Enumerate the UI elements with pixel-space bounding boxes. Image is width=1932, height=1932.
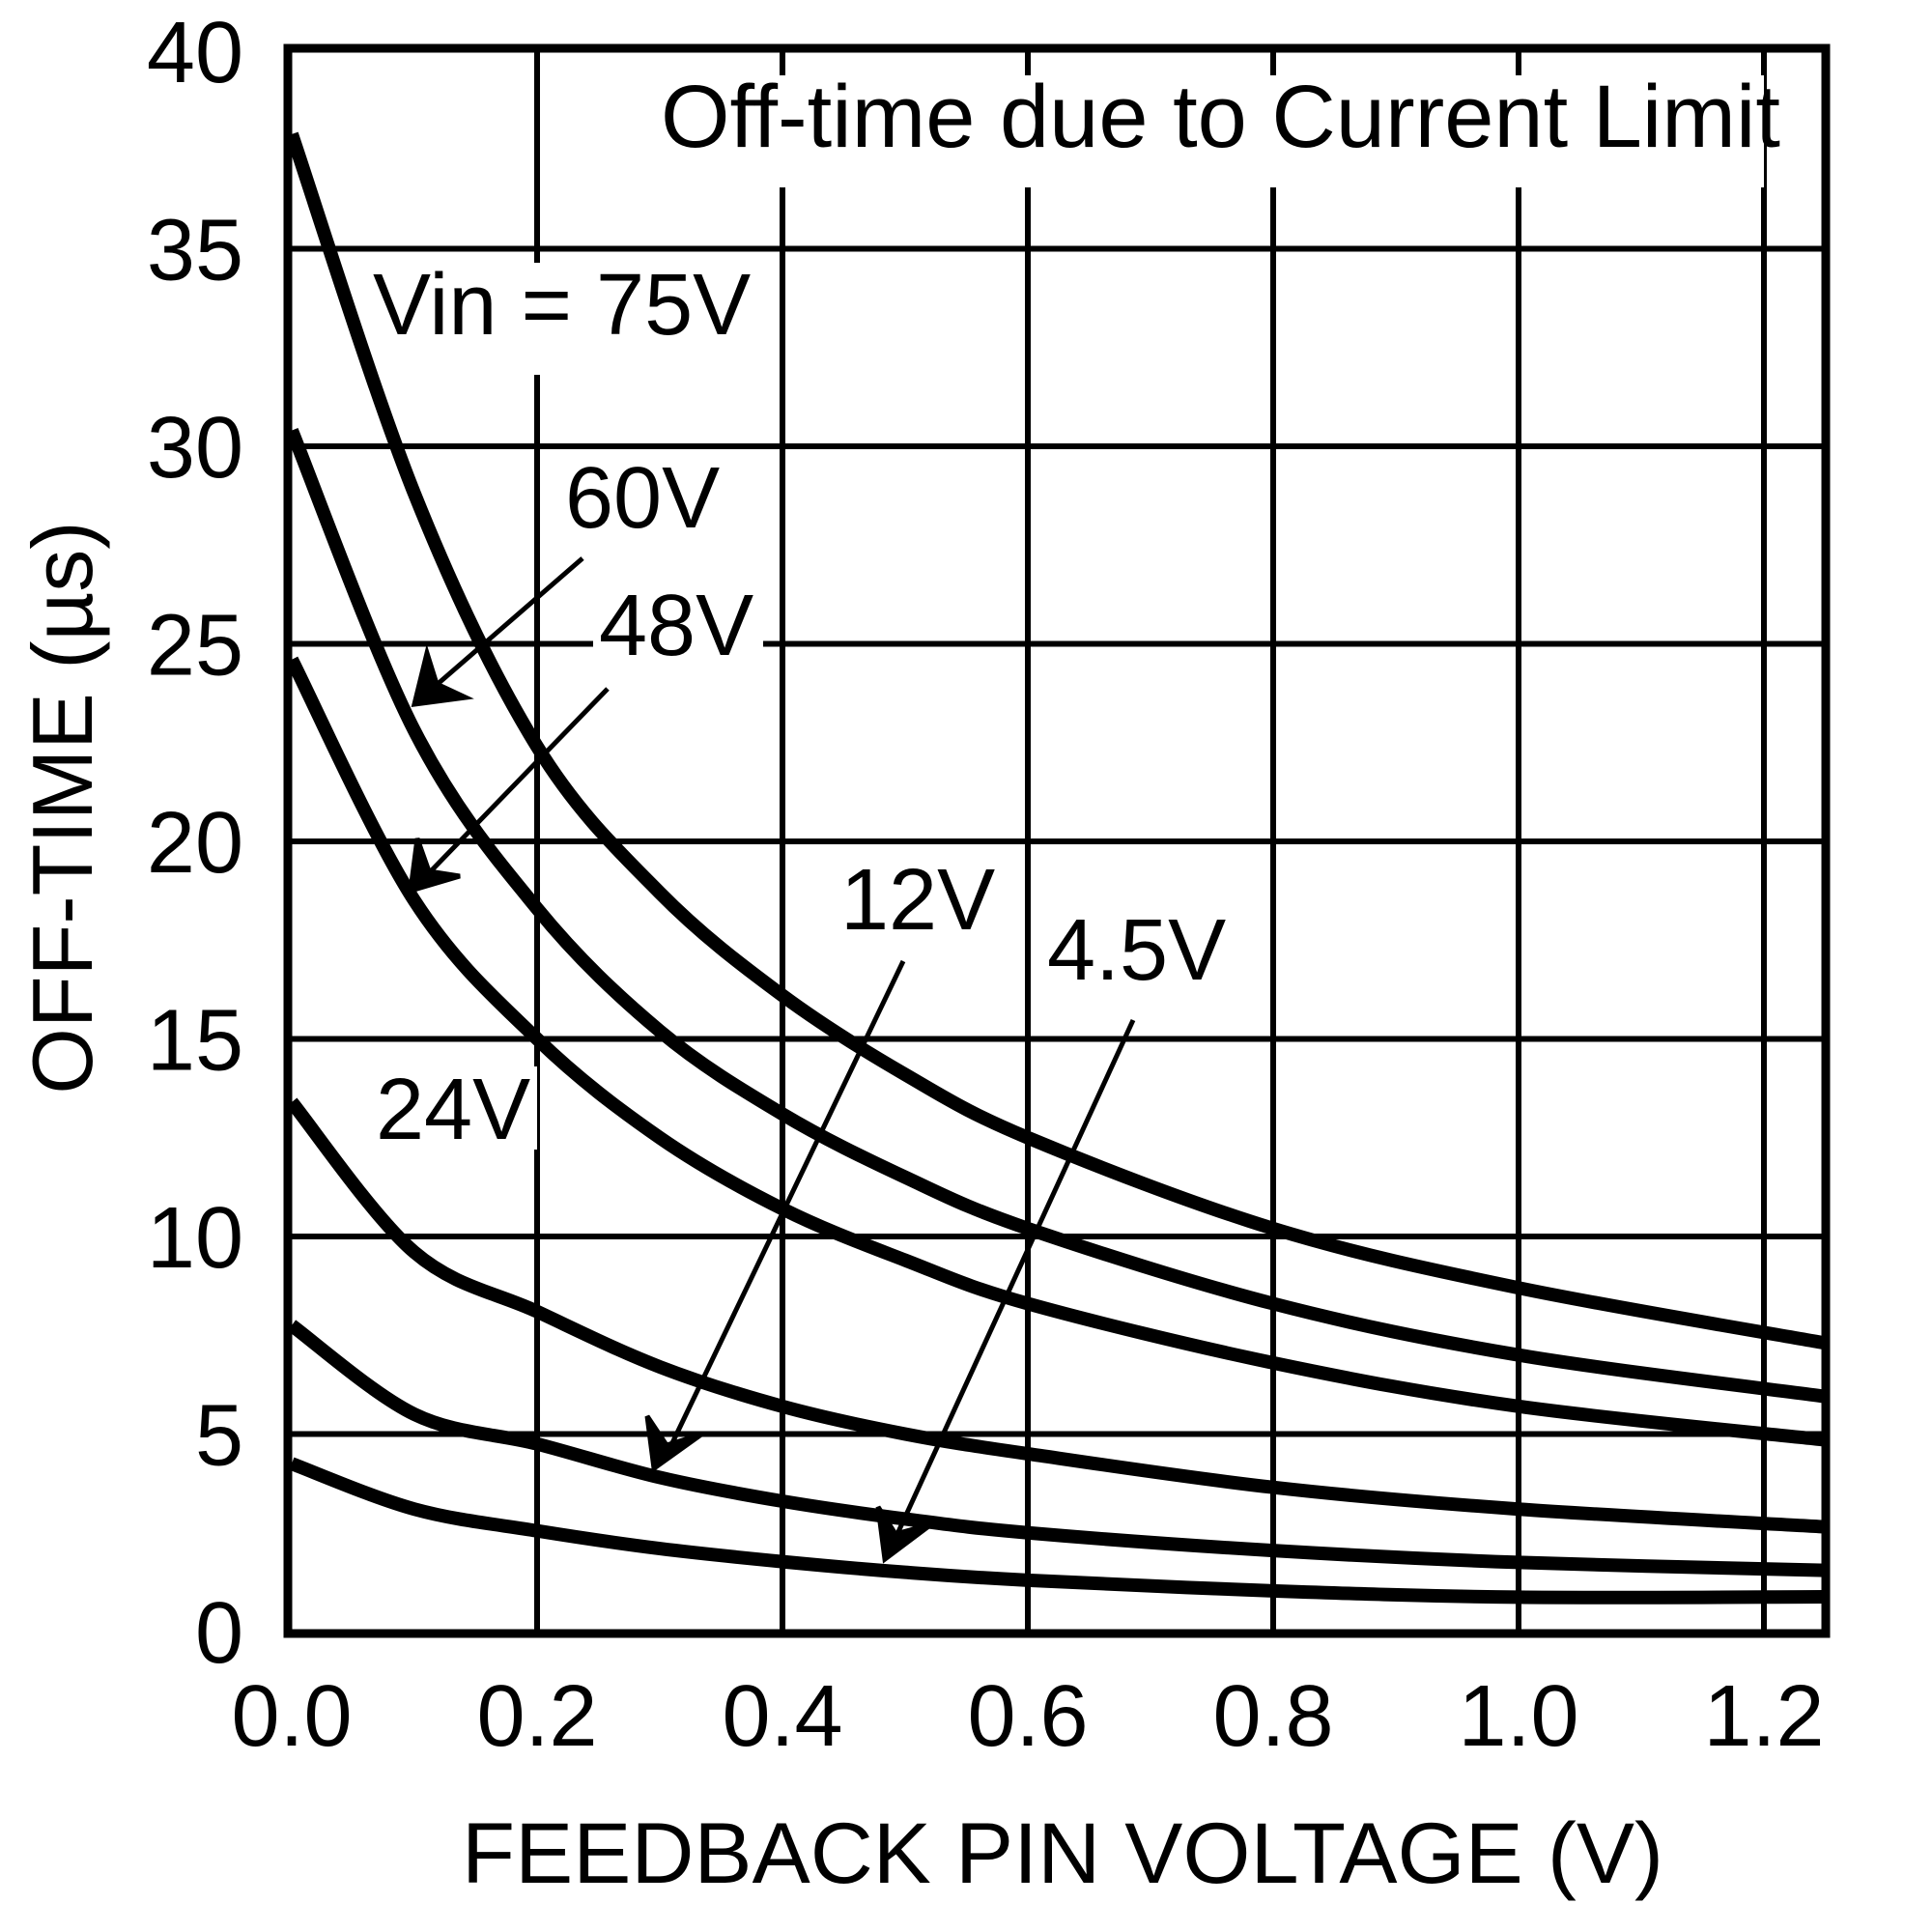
annotation-title: Off-time due to Current Limit: [661, 68, 1780, 166]
y-tick-label: 5: [195, 1388, 243, 1485]
curve-60v: [285, 427, 1827, 1404]
label-vin-75v: Vin = 75V: [373, 257, 751, 354]
x-tick-label: 0.6: [967, 1668, 1088, 1765]
x-tick-label: 1.2: [1703, 1668, 1824, 1765]
y-tick-label: 15: [147, 993, 243, 1090]
y-tick-labels: 0 5 10 15 20 25 30 35 40: [147, 5, 243, 1682]
y-tick-label: 10: [147, 1190, 243, 1287]
y-tick-label: 20: [147, 795, 243, 892]
label-48v: 48V: [599, 578, 753, 674]
curve-75v: [285, 131, 1827, 1350]
x-axis-label: FEEDBACK PIN VOLTAGE (V): [462, 1804, 1663, 1901]
y-axis-label: OFF-TIME (µs): [14, 521, 110, 1094]
x-tick-label: 0.2: [476, 1668, 597, 1765]
arrow-48v: [408, 687, 610, 895]
curve-4-5v: [289, 1457, 1826, 1605]
arrow-12v: [644, 959, 906, 1473]
x-tick-label: 0.0: [231, 1668, 352, 1765]
x-tick-label: 0.4: [722, 1668, 842, 1765]
curves: [285, 131, 1827, 1605]
y-tick-label: 40: [147, 5, 243, 101]
label-24v: 24V: [376, 1062, 530, 1158]
curve-24v: [286, 1097, 1826, 1534]
x-tick-label: 1.0: [1458, 1668, 1578, 1765]
y-tick-label: 0: [195, 1585, 243, 1682]
y-tick-label: 35: [147, 203, 243, 299]
arrow-4-5v: [875, 1018, 1136, 1564]
grid-lines: [292, 51, 1826, 1632]
x-tick-labels: 0.0 0.2 0.4 0.6 0.8 1.0 1.2: [231, 1668, 1824, 1765]
label-masks: [367, 75, 1764, 1150]
y-tick-label: 30: [147, 400, 243, 497]
arrow-60v: [411, 556, 584, 707]
plot-border: [283, 43, 1831, 1638]
label-60v: 60V: [565, 450, 720, 547]
curve-48v: [285, 656, 1827, 1447]
label-12v: 12V: [840, 852, 995, 949]
label-4-5v: 4.5V: [1047, 902, 1226, 999]
y-tick-label: 25: [147, 598, 243, 695]
arrows: [408, 556, 1136, 1564]
x-tick-label: 0.8: [1212, 1668, 1333, 1765]
